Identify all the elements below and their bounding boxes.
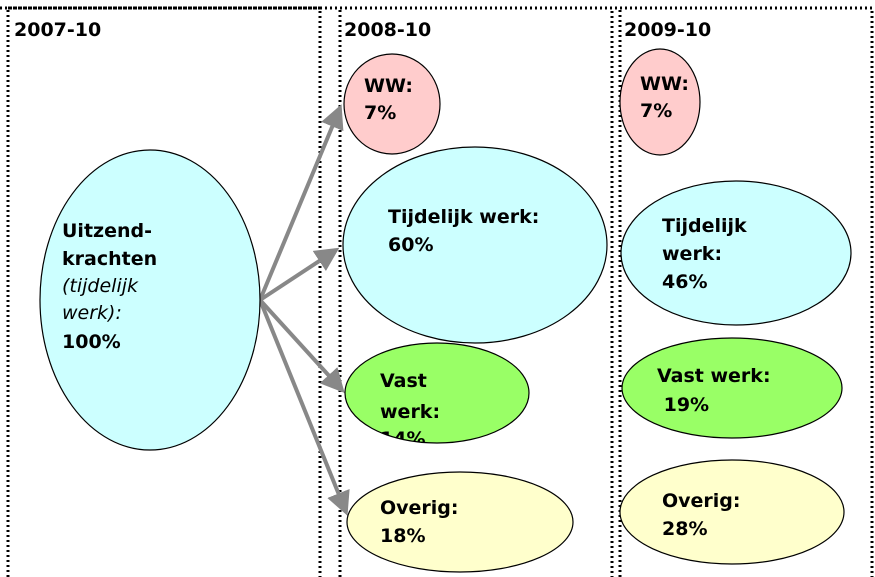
node-text: Overig:: [662, 490, 741, 512]
node-ellipse: [343, 53, 441, 155]
node-text: 7%: [640, 100, 672, 122]
node-ellipse: [621, 337, 843, 439]
node-text: (tijdelijk: [62, 275, 139, 297]
column-border: [6, 6, 322, 577]
node-text: werk):: [62, 302, 122, 324]
column-border: [618, 6, 874, 577]
arrow: [258, 298, 345, 393]
node-text: 18%: [380, 525, 425, 547]
node-text: Tijdelijk werk:: [388, 206, 539, 228]
node-ellipse: [619, 48, 701, 156]
node-ellipse: [39, 149, 261, 451]
node-text: 19%: [657, 394, 709, 416]
node-text: Overig:: [380, 497, 459, 519]
node-text: 60%: [388, 234, 433, 256]
arrows: [258, 104, 350, 516]
arrow: [258, 247, 340, 302]
node-text: 7%: [364, 102, 396, 124]
arrow: [258, 104, 344, 301]
node-text: 46%: [662, 271, 707, 293]
node-text: werk:: [380, 401, 440, 423]
node-ellipse: [620, 180, 852, 326]
node-text: Vast werk:: [657, 365, 771, 387]
node-text: Tijdelijk: [662, 215, 747, 237]
node-text: Uitzend-: [62, 220, 152, 242]
column-title: 2008-10: [344, 19, 431, 41]
arrow: [258, 299, 350, 516]
node-text: Vast: [380, 370, 427, 392]
node-text: WW:: [640, 73, 689, 95]
node-ellipse: [619, 459, 845, 565]
column-title: 2007-10: [14, 19, 101, 41]
clipped-text: Vast werk: 14%: [380, 370, 440, 450]
column-border: [338, 6, 614, 577]
node-text: 28%: [662, 518, 707, 540]
node-ellipse: [344, 342, 530, 444]
node-text: krachten: [62, 248, 157, 270]
node-ellipse: [346, 471, 574, 573]
node-text: 14%: [380, 428, 425, 450]
node-text: 100%: [62, 331, 121, 353]
node-ellipse: [342, 146, 608, 344]
node-text: werk:: [662, 243, 722, 265]
column-title: 2009-10: [624, 19, 711, 41]
node-text: WW:: [364, 75, 413, 97]
